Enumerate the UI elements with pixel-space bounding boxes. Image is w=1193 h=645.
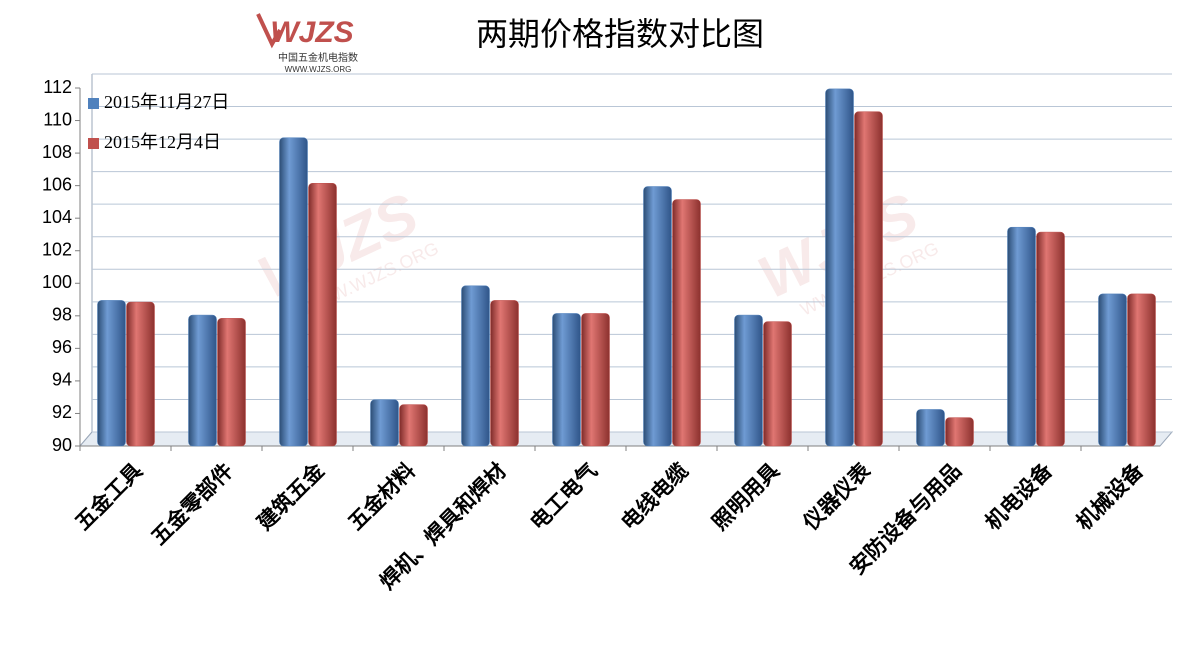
y-tick-label: 96	[52, 337, 72, 357]
y-tick-label: 106	[42, 174, 72, 194]
bar	[188, 314, 217, 447]
bar	[734, 314, 763, 447]
y-tick-label: 90	[52, 435, 72, 455]
bar	[1007, 226, 1036, 447]
bar	[854, 111, 883, 447]
bar	[916, 409, 945, 447]
bar	[279, 137, 308, 447]
x-tick-label: 五金材料	[343, 458, 420, 535]
bar	[126, 301, 155, 447]
bar	[308, 183, 337, 447]
y-tick-label: 94	[52, 370, 72, 390]
bar	[1098, 293, 1127, 447]
y-tick-label: 112	[43, 77, 72, 97]
y-tick-label: 98	[52, 305, 72, 325]
chart-title: 两期价格指数对比图	[476, 15, 764, 53]
bar	[217, 318, 246, 447]
x-tick-label: 机电设备	[980, 457, 1058, 535]
legend-label: 2015年11月27日	[104, 92, 229, 112]
y-tick-label: 102	[42, 239, 72, 259]
legend-swatch	[88, 98, 99, 109]
bar	[490, 300, 519, 447]
bar	[1127, 293, 1156, 447]
logo: WJZS 中国五金机电指数 WWW.WJZS.ORG	[256, 13, 358, 74]
x-tick-label: 机械设备	[1071, 457, 1149, 535]
bar	[370, 399, 399, 447]
logo-url: WWW.WJZS.ORG	[285, 65, 352, 74]
x-tick-label: 照明用具	[707, 458, 784, 535]
y-tick-label: 108	[42, 142, 72, 162]
bar	[643, 186, 672, 447]
x-tick-label: 五金零部件	[146, 458, 238, 550]
bar	[1036, 231, 1065, 447]
x-tick-label: 五金工具	[70, 458, 147, 535]
bar	[581, 313, 610, 447]
y-tick-label: 100	[42, 272, 72, 292]
logo-mark: WJZS	[270, 16, 353, 49]
y-tick-label: 92	[52, 402, 72, 422]
bar	[825, 88, 854, 447]
bar	[461, 285, 490, 447]
bar	[552, 313, 581, 447]
x-tick-label: 电线电缆	[616, 458, 693, 535]
y-tick-label: 104	[42, 207, 72, 227]
bar	[672, 199, 701, 447]
bar	[763, 321, 792, 447]
x-tick-label: 电工电气	[525, 458, 602, 535]
legend-label: 2015年12月4日	[104, 132, 221, 152]
plot-wall	[79, 74, 93, 447]
x-tick-label: 建筑五金	[252, 457, 330, 535]
bar	[399, 404, 428, 447]
bar	[945, 417, 974, 447]
y-tick-label: 110	[43, 109, 72, 129]
bar	[97, 300, 126, 447]
logo-arrow	[256, 13, 282, 49]
logo-name: 中国五金机电指数	[278, 51, 358, 64]
legend-swatch	[88, 138, 99, 149]
x-tick-label: 仪器仪表	[797, 457, 875, 535]
